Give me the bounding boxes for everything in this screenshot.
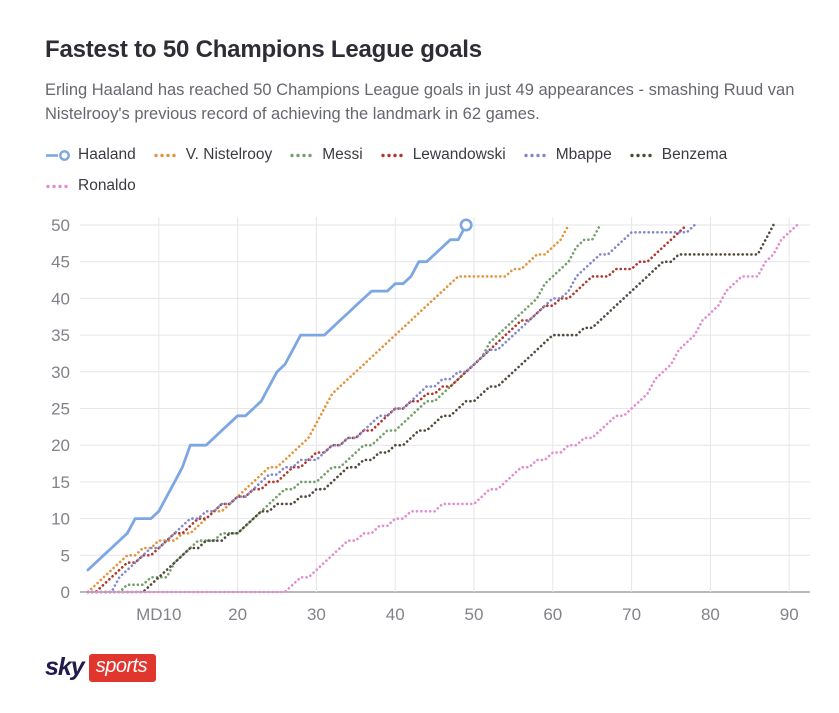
y-tick-40: 40 xyxy=(51,289,70,308)
legend-item-ronaldo[interactable]: Ronaldo xyxy=(45,173,136,199)
series-line-mbappe xyxy=(86,223,696,594)
chart-title: Fastest to 50 Champions League goals xyxy=(45,36,482,63)
x-tick-60: 60 xyxy=(543,605,562,624)
legend-line-circle-icon xyxy=(46,149,70,161)
sports-logo-text: sports xyxy=(95,654,148,677)
chart-subtitle: Erling Haaland has reached 50 Champions … xyxy=(45,81,795,123)
y-tick-5: 5 xyxy=(61,546,70,565)
x-tick-80: 80 xyxy=(701,605,720,624)
x-tick-90: 90 xyxy=(780,605,799,624)
series-line-haaland xyxy=(86,223,468,572)
line-chart: 0 5 10 15 20 25 30 35 40 45 50 MD10 20 30 40 50 60 70 80 90 xyxy=(0,201,839,641)
legend-item-v-nistelrooy[interactable]: V. Nistelrooy xyxy=(153,142,272,168)
sports-logo-box: sports xyxy=(88,653,157,682)
y-tick-0: 0 xyxy=(61,583,70,602)
y-tick-50: 50 xyxy=(51,216,70,235)
y-tick-35: 35 xyxy=(51,326,70,345)
legend-dotted-line-icon xyxy=(380,153,403,157)
legend-dotted-line-icon xyxy=(154,153,176,157)
x-tick-50: 50 xyxy=(465,605,484,624)
y-tick-30: 30 xyxy=(51,363,70,382)
sky-sports-logo: sky sports xyxy=(45,653,839,682)
legend-item-mbappe[interactable]: Mbappe xyxy=(523,142,612,168)
series-line-v-nistelrooy xyxy=(86,223,570,594)
x-tick-30: 30 xyxy=(307,605,326,624)
x-tick-70: 70 xyxy=(622,605,641,624)
legend-dotted-line-icon xyxy=(46,184,68,188)
legend-item-lewandowski[interactable]: Lewandowski xyxy=(380,142,506,168)
legend: Haaland V. Nistelrooy Messi Lewandowski Mbap… xyxy=(45,142,809,199)
y-tick-10: 10 xyxy=(51,510,70,529)
legend-dotted-line-icon xyxy=(290,153,312,157)
y-tick-25: 25 xyxy=(51,400,70,419)
y-tick-20: 20 xyxy=(51,436,70,455)
legend-label: Lewandowski xyxy=(412,146,506,163)
legend-label: V. Nistelrooy xyxy=(185,146,273,163)
series-line-ronaldo xyxy=(86,223,799,594)
x-tick-20: 20 xyxy=(228,605,247,624)
legend-label: Haaland xyxy=(78,146,136,163)
y-tick-15: 15 xyxy=(51,473,70,492)
x-tick-40: 40 xyxy=(386,605,405,624)
series-end-marker-haaland xyxy=(459,218,473,232)
series-line-messi xyxy=(86,223,602,594)
page: Fastest to 50 Champions League goals Erl… xyxy=(0,0,839,199)
series-line-benzema xyxy=(86,223,775,594)
legend-label: Ronaldo xyxy=(78,177,136,194)
legend-label: Mbappe xyxy=(555,146,612,163)
sky-logo-text: sky xyxy=(45,653,85,681)
y-tick-45: 45 xyxy=(51,253,70,272)
legend-dotted-line-icon xyxy=(630,153,652,157)
legend-item-benzema[interactable]: Benzema xyxy=(629,142,727,168)
series-line-lewandowski xyxy=(86,223,689,594)
chart-svg: 0 5 10 15 20 25 30 35 40 45 50 MD10 20 30 40 50 60 70 80 90 xyxy=(51,216,810,624)
legend-label: Benzema xyxy=(661,146,728,163)
legend-item-haaland[interactable]: Haaland xyxy=(45,142,136,168)
legend-dotted-line-icon xyxy=(524,153,546,157)
legend-label: Messi xyxy=(322,146,363,163)
legend-item-messi[interactable]: Messi xyxy=(289,142,363,168)
x-tick-10: MD10 xyxy=(136,605,181,624)
